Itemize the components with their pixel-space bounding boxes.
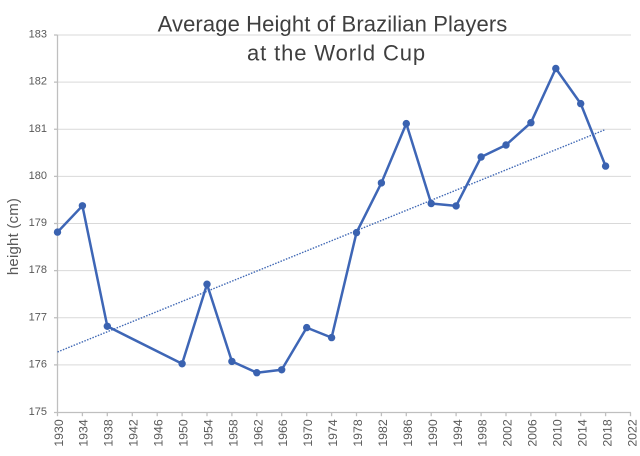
svg-text:2022: 2022 bbox=[625, 419, 639, 447]
svg-text:1994: 1994 bbox=[451, 419, 465, 447]
svg-text:178: 178 bbox=[29, 264, 47, 276]
svg-text:176: 176 bbox=[29, 358, 47, 370]
svg-text:1998: 1998 bbox=[476, 419, 490, 447]
svg-text:1966: 1966 bbox=[276, 419, 290, 447]
svg-text:177: 177 bbox=[29, 311, 47, 323]
svg-text:1990: 1990 bbox=[426, 419, 440, 447]
svg-text:1930: 1930 bbox=[52, 419, 66, 447]
svg-text:1970: 1970 bbox=[301, 419, 315, 447]
svg-text:2010: 2010 bbox=[551, 419, 565, 447]
svg-text:182: 182 bbox=[29, 76, 47, 88]
svg-text:1958: 1958 bbox=[226, 419, 240, 447]
svg-text:at the World Cup: at the World Cup bbox=[247, 41, 426, 66]
svg-text:1942: 1942 bbox=[127, 419, 141, 447]
svg-text:2002: 2002 bbox=[501, 419, 515, 447]
svg-text:Average Height of Brazilian Pl: Average Height of Brazilian Players bbox=[158, 12, 508, 37]
svg-text:1938: 1938 bbox=[102, 419, 116, 447]
svg-text:2014: 2014 bbox=[575, 419, 589, 447]
svg-text:1946: 1946 bbox=[152, 419, 166, 447]
svg-text:175: 175 bbox=[29, 406, 47, 418]
svg-text:180: 180 bbox=[29, 170, 47, 182]
svg-text:1978: 1978 bbox=[351, 419, 365, 447]
svg-text:1974: 1974 bbox=[326, 419, 340, 447]
svg-text:2018: 2018 bbox=[600, 419, 614, 447]
svg-text:2006: 2006 bbox=[526, 419, 540, 447]
svg-text:1982: 1982 bbox=[376, 419, 390, 447]
svg-text:1950: 1950 bbox=[177, 419, 191, 447]
svg-text:1986: 1986 bbox=[401, 419, 415, 447]
svg-text:183: 183 bbox=[29, 29, 47, 41]
svg-text:height (cm): height (cm) bbox=[5, 198, 22, 275]
svg-text:1934: 1934 bbox=[77, 419, 91, 447]
svg-text:1962: 1962 bbox=[251, 419, 265, 447]
svg-text:1954: 1954 bbox=[201, 419, 215, 447]
svg-text:179: 179 bbox=[29, 217, 47, 229]
svg-text:181: 181 bbox=[29, 123, 47, 135]
